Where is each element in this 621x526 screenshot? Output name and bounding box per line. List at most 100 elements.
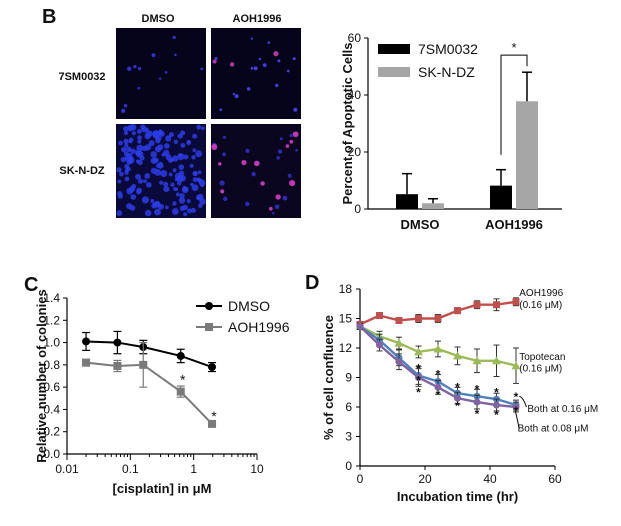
chart-c-point	[113, 338, 122, 347]
chart-d-significance-star: *	[436, 388, 441, 402]
chart-c-x-tick-label: 0.01	[55, 462, 79, 476]
chart-d-point	[415, 315, 422, 322]
chart-d-point	[356, 322, 364, 330]
chart-d-series-label: Both at 0.16 μM	[527, 404, 598, 415]
chart-d-point	[493, 401, 500, 409]
chart-b-legend-swatch-1	[378, 67, 410, 77]
chart-c-significance-star: *	[180, 371, 186, 387]
chart-d-point	[472, 356, 482, 365]
chart-d-y-tick-label: 6	[345, 400, 352, 414]
chart-d-y-axis-label: % of cell confluence	[321, 315, 336, 440]
chart-c-point	[176, 387, 185, 396]
chart-d-significance-star: *	[494, 408, 499, 422]
chart-b-y-axis-label: Percent of Apoptotic Cells	[340, 42, 355, 204]
chart-c-y-tick-label: 0.2	[43, 425, 60, 439]
chart-b-bar-dmso-1	[422, 203, 444, 209]
chart-d-significance-star: *	[514, 404, 519, 418]
chart-c-x-axis-label: [cisplatin] in μM	[113, 481, 212, 496]
chart-d-y-tick-label: 12	[339, 341, 353, 355]
chart-d-x-tick-label: 60	[548, 472, 562, 486]
chart-c-point	[139, 360, 148, 369]
chart-b-y-tick-label: 40	[348, 88, 362, 102]
chart-c-x-tick-label: 0.1	[122, 462, 139, 476]
chart-d-y-tick-label: 18	[339, 282, 353, 296]
panel-letter-b: B	[42, 6, 57, 28]
chart-d-significance-star: *	[455, 380, 460, 394]
chart-d-significance-star: *	[416, 362, 421, 376]
chart-d-y-tick-label: 9	[345, 371, 352, 385]
chart-c-legend-label-1: AOH1996	[228, 319, 290, 335]
chart-d-point	[453, 351, 462, 360]
chart-d-point	[395, 316, 403, 324]
chart-c-point	[208, 419, 217, 428]
chart-d-x-tick-label: 40	[483, 472, 497, 486]
chart-c-y-tick-label: 1.2	[43, 313, 60, 327]
chart-b-bar-aoh1996-0	[490, 185, 512, 209]
chart-d-point	[493, 301, 500, 309]
chart-b-bar-dmso-0	[396, 194, 418, 209]
chart-d-y-tick-label: 15	[339, 312, 353, 326]
chart-d-point	[395, 358, 403, 366]
chart-d-y-tick-label: 0	[345, 459, 352, 473]
chart-c-y-tick-label: 0.0	[43, 447, 60, 461]
chart-d-point	[394, 338, 404, 347]
chart-d-significance-star: *	[455, 399, 460, 413]
chart-c-x-tick-label: 1	[190, 462, 197, 476]
chart-b-y-tick-label: 20	[348, 145, 362, 159]
chart-c-legend-label-0: DMSO	[228, 298, 270, 314]
chart-b-y-tick-label: 0	[354, 202, 361, 216]
chart-d-pointer-arrow	[514, 410, 520, 429]
chart-d-point	[414, 347, 423, 356]
panel-letter-d: D	[305, 272, 320, 294]
chart-d-point	[511, 361, 521, 370]
chart-d-series-label: Both at 0.08 μM	[518, 424, 589, 435]
chart-d-series-label: AOH1996	[519, 288, 563, 299]
chart-c-point	[208, 363, 217, 372]
chart-d-x-tick-label: 0	[357, 472, 364, 486]
chart-c-y-axis-label: Relative number of colonies	[34, 289, 49, 462]
chart-c-y-tick-label: 0.6	[43, 380, 60, 394]
chart-d-point	[415, 374, 422, 381]
chart-d-y-tick-label: 3	[345, 430, 352, 444]
chart-d-x-tick-label: 20	[418, 472, 432, 486]
chart-d-x-axis-label: Incubation time (hr)	[397, 489, 518, 504]
chart-d-point	[454, 394, 461, 402]
chart-c-legend-marker-0	[205, 302, 213, 310]
chart-c-significance-star: *	[211, 408, 217, 424]
chart-d-significance-star: *	[416, 373, 421, 387]
chart-d-significance-star: *	[475, 382, 480, 396]
chart-d-point	[434, 315, 442, 322]
chart-b-significance-star: *	[511, 40, 516, 55]
chart-c-y-tick-label: 0.4	[43, 402, 60, 416]
chart-b-legend-label-0: 7SM0032	[418, 41, 478, 57]
chart-d-series-label: (0.16 μM)	[519, 300, 562, 311]
chart-d-point	[512, 403, 520, 411]
chart-c-point	[82, 358, 91, 367]
chart-d-point	[433, 344, 443, 353]
chart-c-y-tick-label: 1.4	[43, 291, 60, 305]
chart-b-category-aoh1996: AOH1996	[485, 217, 543, 232]
chart-c-point	[113, 361, 122, 370]
chart-d-significance-star: *	[494, 385, 499, 399]
chart-d-point	[376, 312, 383, 320]
chart-b-bar-aoh1996-1	[516, 101, 538, 209]
chart-d-point	[512, 298, 520, 306]
chart-b-legend-swatch-0	[378, 44, 410, 54]
chart-d-significance-star: *	[436, 368, 441, 382]
chart-b-category-dmso: DMSO	[401, 217, 440, 232]
chart-d-significance-star: *	[514, 390, 519, 404]
chart-d-point	[473, 301, 481, 309]
chart-b-y-tick-label: 60	[348, 31, 362, 45]
chart-c-y-tick-label: 0.8	[43, 358, 60, 372]
chart-c-x-tick-label: 10	[250, 462, 264, 476]
chart-d-point	[492, 356, 501, 365]
panel-letter-c: C	[24, 274, 39, 296]
chart-c-point	[176, 351, 185, 360]
chart-d-point	[434, 383, 442, 391]
chart-d-series-label: Topotecan	[519, 352, 565, 363]
chart-d-pointer-arrow	[519, 395, 527, 408]
chart-d-series-label: (0.16 μM)	[519, 364, 562, 375]
